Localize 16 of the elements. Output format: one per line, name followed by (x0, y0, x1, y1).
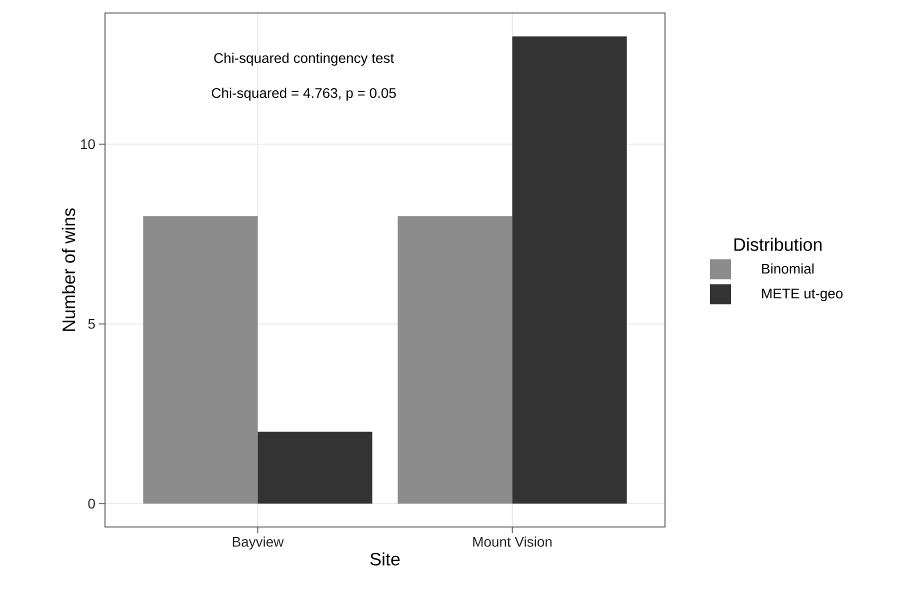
y-axis-title: Number of wins (62, 208, 76, 331)
y-tick-label: 5 (88, 319, 95, 329)
bar (512, 36, 627, 504)
legend-title: Distribution (734, 238, 822, 251)
y-tick-label: 10 (81, 139, 95, 150)
legend-label: Binomial (762, 263, 814, 274)
annotation: Chi-squared = 4.763, p = 0.05 (212, 88, 396, 101)
x-axis-title: Site (370, 552, 400, 566)
x-tick-label: Bayview (232, 536, 284, 550)
x-tick-label: Mount Vision (473, 536, 552, 547)
bar (398, 216, 512, 504)
y-tick-label: 0 (88, 498, 95, 509)
bar (258, 432, 372, 504)
annotation: Chi-squared contingency test (214, 52, 394, 66)
legend-label: METE ut-geo (762, 288, 843, 302)
bar (143, 216, 258, 504)
